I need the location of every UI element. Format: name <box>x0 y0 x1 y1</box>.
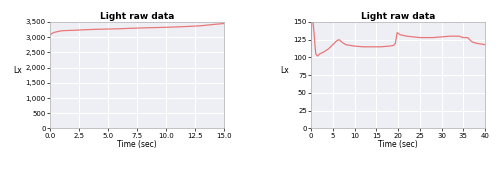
Y-axis label: Lx: Lx <box>280 66 289 75</box>
X-axis label: Time (sec): Time (sec) <box>378 140 418 149</box>
Y-axis label: Lx: Lx <box>13 66 22 75</box>
X-axis label: Time (sec): Time (sec) <box>117 140 157 149</box>
Title: Light raw data: Light raw data <box>100 12 174 21</box>
Title: Light raw data: Light raw data <box>361 12 435 21</box>
